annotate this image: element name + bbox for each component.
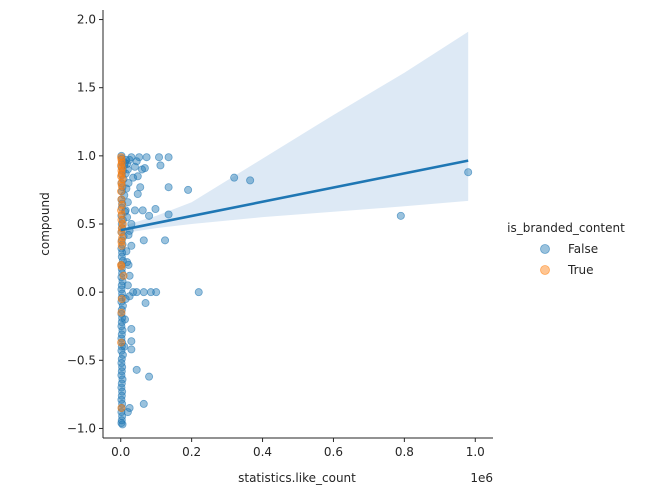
data-point-false <box>164 210 173 219</box>
legend: is_branded_content False True <box>507 221 625 277</box>
data-point-false <box>138 206 147 215</box>
legend-marker-false <box>540 244 550 254</box>
data-point-false <box>132 365 141 374</box>
y-tick-label: 0.0 <box>77 285 96 299</box>
x-axis-label: statistics.like_count <box>238 471 356 485</box>
data-point-false <box>184 185 193 194</box>
data-point-false <box>145 372 154 381</box>
data-point-false <box>464 168 473 177</box>
data-point-true <box>117 262 126 271</box>
y-tick-label: 1.5 <box>77 81 96 95</box>
data-point-false <box>136 183 145 192</box>
data-point-true <box>117 187 126 196</box>
data-point-false <box>230 173 239 182</box>
data-point-false <box>142 153 151 162</box>
data-point-false <box>127 324 136 333</box>
x-axis-offset-text: 1e6 <box>470 471 493 485</box>
data-point-false <box>117 281 126 290</box>
data-point-false <box>139 399 148 408</box>
data-point-false <box>156 161 165 170</box>
data-point-true <box>117 308 126 317</box>
data-point-false <box>125 271 134 280</box>
data-point-false <box>129 173 138 182</box>
y-tick-label: −1.0 <box>67 421 96 435</box>
data-point-false <box>117 379 126 388</box>
data-point-true <box>119 271 128 280</box>
data-point-false <box>123 281 132 290</box>
data-point-false <box>141 299 150 308</box>
data-point-true <box>117 338 126 347</box>
legend-label-true: True <box>567 263 594 277</box>
x-tick-label: 1.0 <box>466 445 485 459</box>
data-point-false <box>127 337 136 346</box>
data-point-false <box>118 387 127 396</box>
x-tick-label: 0.0 <box>111 445 130 459</box>
data-point-false <box>155 153 164 162</box>
data-point-false <box>151 205 160 214</box>
x-tick-label: 0.4 <box>253 445 272 459</box>
legend-marker-true <box>540 265 550 275</box>
data-point-false <box>122 247 131 256</box>
data-point-false <box>139 288 148 297</box>
data-point-true <box>117 404 126 413</box>
data-point-true <box>117 179 126 188</box>
legend-title: is_branded_content <box>507 221 625 235</box>
points-layer <box>117 151 473 429</box>
data-point-false <box>117 330 126 339</box>
ticks: 0.0 0.2 0.4 0.6 0.8 1.0 −1.0 −0.5 0.0 0.5 1.0 1.5 2.… <box>67 13 485 459</box>
data-point-false <box>125 404 134 413</box>
data-point-false <box>137 165 146 174</box>
data-point-false <box>164 183 173 192</box>
data-point-false <box>246 176 255 185</box>
x-tick-label: 0.6 <box>324 445 343 459</box>
data-point-true <box>117 237 126 246</box>
legend-items: False True <box>540 242 598 277</box>
y-tick-label: 0.5 <box>77 217 96 231</box>
confidence-band <box>120 31 469 234</box>
data-point-false <box>194 288 203 297</box>
data-point-false <box>123 408 132 417</box>
data-point-false <box>396 211 405 220</box>
data-point-false <box>133 172 142 181</box>
y-tick-label: 1.0 <box>77 149 96 163</box>
data-point-false <box>127 345 136 354</box>
data-point-false <box>117 391 126 400</box>
data-point-false <box>117 367 126 376</box>
data-point-false <box>133 190 142 199</box>
x-tick-label: 0.2 <box>182 445 201 459</box>
data-point-false <box>127 241 136 250</box>
data-point-false <box>161 236 170 245</box>
data-point-false <box>117 305 126 314</box>
y-axis-label: compound <box>38 192 52 255</box>
data-point-true <box>117 241 126 250</box>
data-point-false <box>145 211 154 220</box>
regression-line <box>120 159 469 232</box>
data-point-false <box>118 420 127 429</box>
legend-label-false: False <box>568 242 598 256</box>
data-point-false <box>118 363 127 372</box>
y-tick-label: −0.5 <box>67 353 96 367</box>
data-point-false <box>120 315 129 324</box>
data-point-false <box>152 288 161 297</box>
confidence-band-layer <box>120 31 469 234</box>
regression-line-layer <box>120 159 469 232</box>
data-point-false <box>135 153 144 162</box>
data-point-false <box>130 206 139 215</box>
data-point-false <box>117 354 126 363</box>
data-point-false <box>164 153 173 162</box>
data-point-false <box>130 162 139 171</box>
data-point-false <box>139 236 148 245</box>
data-point-true <box>117 294 126 303</box>
x-tick-label: 0.8 <box>395 445 414 459</box>
y-tick-label: 2.0 <box>77 13 96 27</box>
